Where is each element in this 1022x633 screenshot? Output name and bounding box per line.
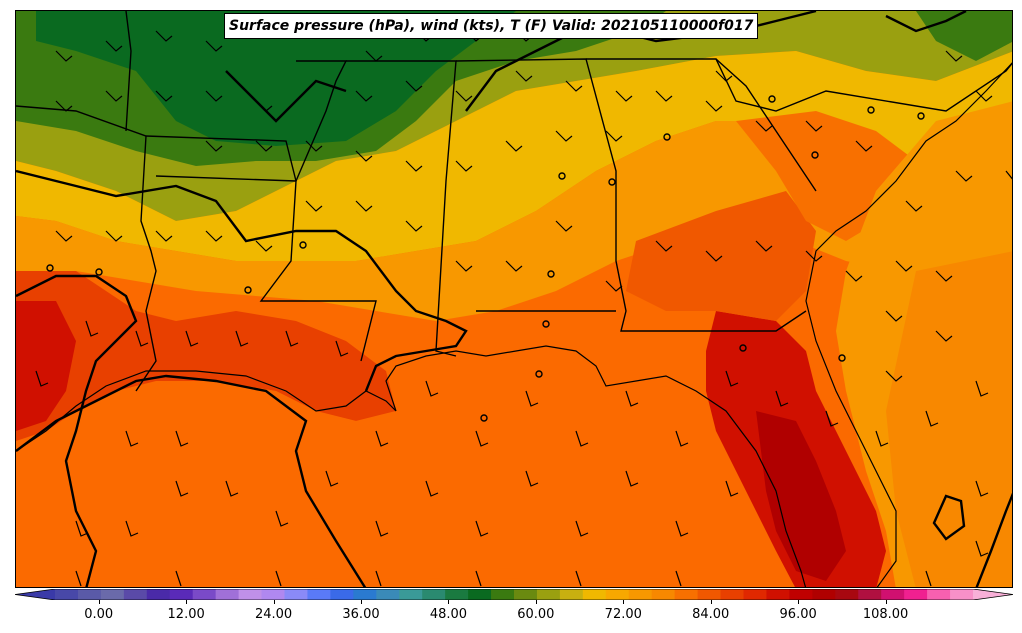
colorbar-tick-label: 48.00 [429,607,468,622]
colorbar-segment [376,589,400,600]
colorbar-tick-label: 36.00 [342,607,380,622]
colorbar-segment [422,589,446,600]
colorbar-segment [743,589,767,600]
colorbar-segment [628,589,653,600]
colorbar-segment [766,589,790,600]
temperature-band-gold [16,101,1012,321]
colorbar-segment [353,589,377,600]
colorbar-segment [881,589,905,600]
colorbar-segment [491,589,515,600]
colorbar-segment [927,589,951,600]
colorbar-segment [284,589,308,600]
map-title-text: Surface pressure (hPa), wind (kts), T (F… [229,18,754,34]
temperature-band-deep-green [36,11,516,146]
colorbar-segment [950,589,974,600]
colorbar-segment [835,589,859,600]
colorbar-tick-mark [710,600,712,604]
temperature-band-red-texas [16,271,396,441]
colorbar-segment [399,589,423,600]
colorbar-tick-label: 84.00 [692,607,730,622]
colorbar-segment [100,589,125,600]
colorbar-tick-label: 72.00 [604,607,642,622]
colorbar-segment [536,589,561,600]
temperature-colorbar [15,589,1013,600]
colorbar-segment [674,589,699,600]
colorbar-segment [215,589,240,600]
colorbar-tick-mark [273,600,275,604]
colorbar-segment [720,589,744,600]
colorbar-underflow-arrow [15,589,55,600]
colorbar-tick-mark [798,600,800,604]
colorbar-segment [812,589,836,600]
colorbar-overflow-arrow [973,589,1013,600]
temperature-band-yellow [16,51,1012,261]
colorbar-segment [445,589,469,600]
colorbar-tick-mark [98,600,100,604]
colorbar-segment [559,589,584,600]
colorbar-tick-label: 0.00 [84,607,114,622]
colorbar-segment [858,589,882,600]
wind-barbs [35,30,1012,587]
colorbar-segment [77,589,102,600]
colorbar-tick-mark [623,600,625,604]
colorbar-segment [123,589,148,600]
calm-wind-markers [46,95,925,422]
colorbar-segment [192,589,217,600]
colorbar-segment [605,589,630,600]
colorbar-segment [330,589,354,600]
colorbar-segment [146,589,171,600]
temperature-band-red-georgia [626,191,816,321]
colorbar-segment [582,589,607,600]
colorbar-tick-label: 96.00 [779,607,817,622]
gulf-of-mexico [16,356,776,587]
colorbar-tick-mark [448,600,450,604]
colorbar-tick-label: 108.00 [862,607,909,622]
colorbar-segment [169,589,194,600]
coastlines [16,62,1012,587]
colorbar-segment [468,589,492,600]
map-canvas [16,11,1012,587]
temperature-band-atlantic-orange [886,251,1012,587]
colorbar-segment [261,589,285,600]
temperature-band-darkred-florida [756,411,846,581]
colorbar-segment [238,589,263,600]
colorbar-tick-mark [361,600,362,604]
colorbar-segment [307,589,331,600]
colorbar-tick-mark [186,600,188,604]
colorbar-tick-label: 12.00 [167,607,205,622]
colorbar-tick-label: 60.00 [517,607,555,622]
temperature-band-darkred-texas [16,301,76,431]
colorbar-tick-mark [535,600,537,604]
colorbar-segment [789,589,813,600]
colorbar-segment [55,589,79,600]
colorbar-tick-label: 24.00 [254,607,293,622]
colorbar-segment [514,589,538,600]
weather-map [15,10,1013,588]
colorbar-segment [697,589,722,600]
colorbar-segment [651,589,676,600]
colorbar-tick-mark [885,600,887,604]
map-title: Surface pressure (hPa), wind (kts), T (F… [224,13,759,39]
colorbar-segment [904,589,928,600]
